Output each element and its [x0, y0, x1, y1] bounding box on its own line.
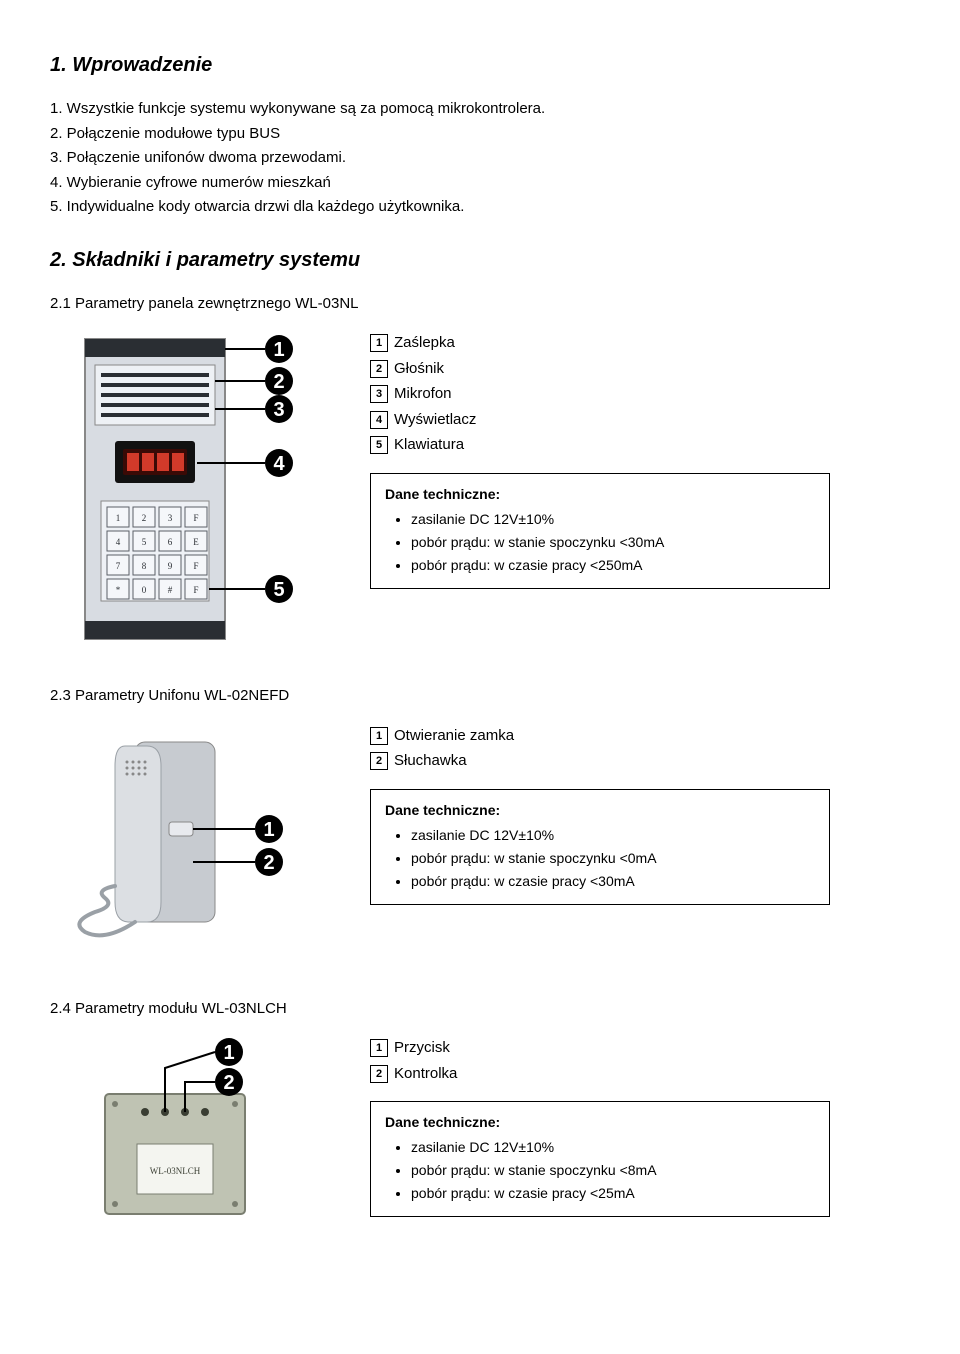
svg-text:#: #: [168, 585, 173, 595]
svg-text:6: 6: [168, 537, 173, 547]
section1-title: 1. Wprowadzenie: [50, 50, 910, 80]
legend-label: Przycisk: [394, 1037, 450, 1060]
intro-list: 1. Wszystkie funkcje systemu wykonywane …: [50, 98, 910, 219]
legend-label: Kontrolka: [394, 1063, 457, 1086]
svg-text:9: 9: [168, 561, 173, 571]
legend-label: Słuchawka: [394, 750, 467, 773]
svg-text:F: F: [193, 513, 198, 523]
intro-item: 1. Wszystkie funkcje systemu wykonywane …: [50, 98, 910, 121]
sub4-heading: 2.4 Parametry modułu WL-03NLCH: [50, 998, 910, 1021]
legend-num-icon: 3: [370, 385, 388, 403]
unifon-tech-box: Dane techniczne: zasilanie DC 12V±10% po…: [370, 789, 830, 905]
svg-text:4: 4: [116, 537, 121, 547]
module-legend: 1 Przycisk 2 Kontrolka: [370, 1037, 830, 1085]
panel-legend: 1 Zaślepka 2 Głośnik 3 Mikrofon 4 Wyświe…: [370, 332, 830, 457]
svg-text:1: 1: [273, 339, 284, 361]
legend-label: Klawiatura: [394, 434, 464, 457]
sub3-heading: 2.3 Parametry Unifonu WL-02NEFD: [50, 685, 910, 708]
legend-item: 2 Kontrolka: [370, 1063, 830, 1086]
svg-text:4: 4: [273, 453, 285, 475]
svg-text:2: 2: [223, 1072, 234, 1094]
legend-item: 2 Słuchawka: [370, 750, 830, 773]
svg-text:2: 2: [142, 513, 147, 523]
module-tech-box: Dane techniczne: zasilanie DC 12V±10% po…: [370, 1101, 830, 1217]
legend-item: 1 Zaślepka: [370, 332, 830, 355]
svg-text:8: 8: [142, 561, 147, 571]
legend-num-icon: 1: [370, 1039, 388, 1057]
tech-item: zasilanie DC 12V±10%: [411, 1137, 815, 1158]
legend-item: 2 Głośnik: [370, 358, 830, 381]
svg-text:2: 2: [263, 852, 274, 874]
module-label-text: WL-03NLCH: [150, 1166, 201, 1176]
svg-text:F: F: [193, 561, 198, 571]
unifon-device-image: 1 2: [50, 722, 330, 962]
legend-num-icon: 2: [370, 360, 388, 378]
tech-title: Dane techniczne:: [385, 1112, 815, 1133]
tech-item: pobór prądu: w czasie pracy <25mA: [411, 1183, 815, 1204]
tech-item: pobór prądu: w stanie spoczynku <30mA: [411, 532, 815, 553]
tech-item: pobór prądu: w czasie pracy <30mA: [411, 871, 815, 892]
legend-item: 4 Wyświetlacz: [370, 409, 830, 432]
section2-title: 2. Składniki i parametry systemu: [50, 245, 910, 275]
legend-num-icon: 1: [370, 727, 388, 745]
tech-item: zasilanie DC 12V±10%: [411, 509, 815, 530]
figure-panel: 1 2 3 F 4 5 6 E 7 8 9 F * 0 # F 1 2 3 4 5: [50, 329, 910, 649]
legend-num-icon: 5: [370, 436, 388, 454]
unifon-legend: 1 Otwieranie zamka 2 Słuchawka: [370, 725, 830, 773]
tech-item: pobór prądu: w stanie spoczynku <0mA: [411, 848, 815, 869]
svg-text:1: 1: [116, 513, 121, 523]
svg-text:1: 1: [223, 1042, 234, 1064]
svg-text:F: F: [193, 585, 198, 595]
panel-tech-box: Dane techniczne: zasilanie DC 12V±10% po…: [370, 473, 830, 589]
intro-item: 2. Połączenie modułowe typu BUS: [50, 123, 910, 146]
legend-item: 3 Mikrofon: [370, 383, 830, 406]
intro-item: 5. Indywidualne kody otwarcia drzwi dla …: [50, 196, 910, 219]
svg-text:3: 3: [273, 399, 284, 421]
tech-item: pobór prądu: w czasie pracy <250mA: [411, 555, 815, 576]
legend-label: Głośnik: [394, 358, 444, 381]
legend-item: 1 Otwieranie zamka: [370, 725, 830, 748]
svg-text:2: 2: [273, 371, 284, 393]
svg-text:5: 5: [142, 537, 147, 547]
svg-text:0: 0: [142, 585, 147, 595]
svg-text:5: 5: [273, 579, 284, 601]
tech-title: Dane techniczne:: [385, 800, 815, 821]
legend-label: Wyświetlacz: [394, 409, 476, 432]
legend-num-icon: 4: [370, 411, 388, 429]
intro-item: 3. Połączenie unifonów dwoma przewodami.: [50, 147, 910, 170]
svg-text:*: *: [116, 585, 121, 595]
legend-num-icon: 1: [370, 334, 388, 352]
module-device-image: WL-03NLCH 1 2: [50, 1034, 330, 1234]
legend-label: Otwieranie zamka: [394, 725, 514, 748]
svg-text:E: E: [193, 537, 199, 547]
legend-num-icon: 2: [370, 1065, 388, 1083]
tech-item: zasilanie DC 12V±10%: [411, 825, 815, 846]
svg-text:3: 3: [168, 513, 173, 523]
intro-item: 4. Wybieranie cyfrowe numerów mieszkań: [50, 172, 910, 195]
panel-device-image: 1 2 3 F 4 5 6 E 7 8 9 F * 0 # F 1 2 3 4 5: [50, 329, 330, 649]
legend-label: Mikrofon: [394, 383, 452, 406]
figure-unifon: 1 2 1 Otwieranie zamka 2 Słuchawka Dane …: [50, 722, 910, 962]
legend-label: Zaślepka: [394, 332, 455, 355]
tech-item: pobór prądu: w stanie spoczynku <8mA: [411, 1160, 815, 1181]
svg-text:7: 7: [116, 561, 121, 571]
figure-module: WL-03NLCH 1 2 1 Przycisk 2 Kontrolka Dan…: [50, 1034, 910, 1234]
svg-text:1: 1: [263, 819, 274, 841]
legend-item: 5 Klawiatura: [370, 434, 830, 457]
tech-title: Dane techniczne:: [385, 484, 815, 505]
sub1-heading: 2.1 Parametry panela zewnętrznego WL-03N…: [50, 293, 910, 316]
legend-num-icon: 2: [370, 752, 388, 770]
legend-item: 1 Przycisk: [370, 1037, 830, 1060]
